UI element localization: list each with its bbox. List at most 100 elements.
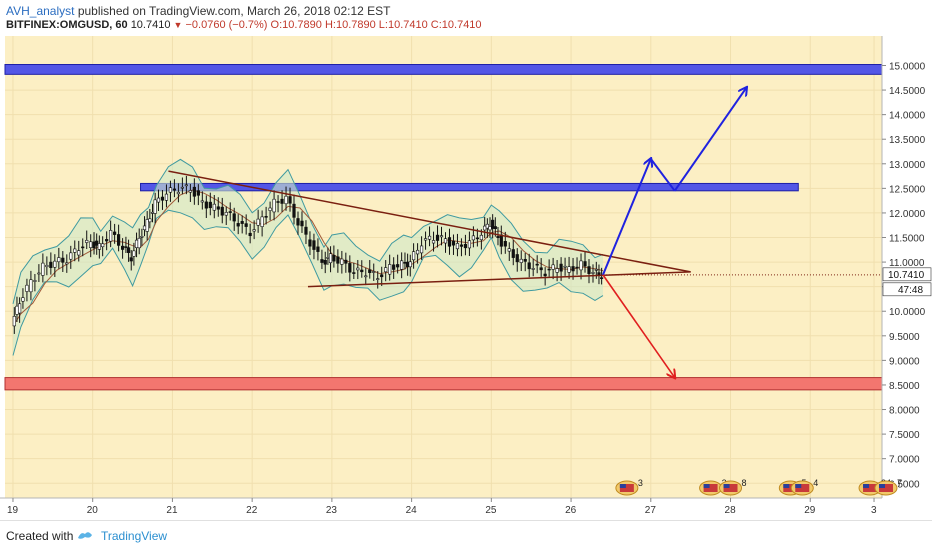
published-text: published on TradingView.com, March 26, …	[77, 4, 391, 18]
candle-body	[459, 244, 464, 247]
candle-body	[176, 191, 181, 195]
candle-body	[316, 246, 320, 252]
x-tick-label: 25	[485, 505, 497, 516]
candle-body	[272, 198, 276, 213]
candle-body	[216, 206, 220, 210]
candle-body	[142, 225, 147, 231]
candle-body	[326, 257, 330, 259]
candle-body	[276, 201, 280, 203]
candle-body	[21, 297, 25, 302]
candle-body	[184, 184, 188, 187]
candle-body	[120, 245, 125, 250]
candle-body	[240, 221, 244, 224]
x-tick-label: 19	[7, 505, 19, 516]
event-count-label: 7	[897, 478, 902, 488]
candle-body	[507, 248, 511, 252]
candle-body	[172, 188, 177, 191]
tradingview-logo-icon[interactable]	[76, 529, 94, 541]
countdown-label: 47:48	[898, 285, 923, 296]
y-tick-label: 7.5000	[889, 430, 920, 441]
candle-body	[340, 258, 344, 265]
y-tick-label: 6.5000	[889, 479, 920, 490]
price-chart[interactable]: 15.0000 14.5000 14.0000 13.5000 13.0000 12.50…	[0, 36, 932, 520]
footer: Created with TradingView	[0, 520, 932, 551]
chart-header: AVH_analyst published on TradingView.com…	[0, 0, 932, 36]
x-tick-label: 22	[246, 505, 258, 516]
candle-body	[419, 245, 424, 254]
candle-body	[89, 241, 93, 248]
candle-body	[475, 237, 479, 240]
candle-body	[368, 269, 372, 273]
candle-body	[92, 241, 96, 249]
us-flag-event-icon	[723, 484, 730, 488]
ohlc-line: BITFINEX:OMGUSD, 60 10.7410 ▼ −0.0760 (−…	[6, 19, 482, 31]
x-tick-label: 27	[645, 505, 657, 516]
candle-body	[597, 272, 601, 276]
candle-body	[236, 223, 240, 227]
us-flag-event-icon	[863, 484, 878, 492]
candle-body	[220, 206, 224, 216]
candle-body	[535, 263, 539, 266]
us-flag-event-icon	[703, 484, 718, 492]
candle-body	[467, 240, 472, 249]
candle-body	[124, 246, 128, 248]
bollinger-lower-line	[12, 209, 604, 356]
candle-body	[571, 266, 575, 272]
candle-body	[268, 207, 272, 211]
y-tick-label: 13.5000	[889, 135, 926, 146]
candle-body	[280, 198, 284, 204]
candle-body	[408, 261, 412, 268]
candle-body	[423, 238, 428, 241]
candle-body	[491, 219, 495, 229]
resistance-zone	[140, 182, 799, 192]
tradingview-brand-link[interactable]: TradingView	[101, 529, 168, 543]
candle-body	[77, 250, 81, 256]
us-flag-event-icon	[878, 484, 893, 492]
candle-body	[539, 267, 543, 271]
candle-body	[392, 264, 396, 270]
us-flag-event-icon	[783, 484, 790, 488]
close-value: C:10.7410	[430, 19, 482, 31]
us-flag-event-icon	[878, 484, 885, 488]
us-flag-event-icon	[703, 484, 710, 488]
candle-body	[471, 235, 475, 241]
chart-area[interactable]: 15.0000 14.5000 14.0000 13.5000 13.0000 12.50…	[0, 36, 932, 520]
candle-body	[200, 200, 204, 203]
candle-body	[323, 259, 327, 265]
candle-body	[140, 236, 144, 238]
candle-body	[192, 186, 196, 197]
down-arrow-icon: ▼	[173, 20, 183, 30]
candle-body	[188, 190, 192, 193]
candle-body	[168, 187, 173, 193]
x-tick-label: 29	[804, 505, 816, 516]
event-count-label: 3	[638, 478, 643, 488]
candle-body	[304, 226, 308, 235]
candle-body	[113, 231, 117, 235]
candle-body	[376, 278, 380, 280]
candle-body	[153, 199, 157, 214]
y-tick-label: 11.5000	[889, 234, 925, 245]
y-tick-label: 15.0000	[889, 61, 926, 72]
candle-body	[519, 258, 523, 263]
candle-body	[479, 234, 483, 241]
candle-body	[463, 244, 468, 249]
plot-background	[5, 36, 882, 498]
candle-body	[37, 272, 41, 275]
candle-body	[412, 251, 416, 261]
candle-body	[150, 211, 155, 214]
candle-body	[244, 223, 248, 227]
candle-body	[264, 216, 268, 218]
candle-body	[543, 273, 547, 277]
candle-body	[336, 256, 340, 264]
candle-body	[443, 238, 448, 244]
candle-body	[547, 268, 551, 271]
candle-body	[348, 263, 352, 273]
author-link[interactable]: AVH_analyst	[6, 4, 75, 18]
projection-down-arrow	[602, 274, 675, 378]
candle-body	[284, 195, 288, 205]
projection-up-arrow	[649, 158, 676, 192]
candle-body	[33, 280, 37, 282]
symbol-label[interactable]: BITFINEX:OMGUSD, 60	[6, 19, 128, 31]
candle-body	[248, 232, 252, 237]
candle-body	[352, 272, 356, 274]
